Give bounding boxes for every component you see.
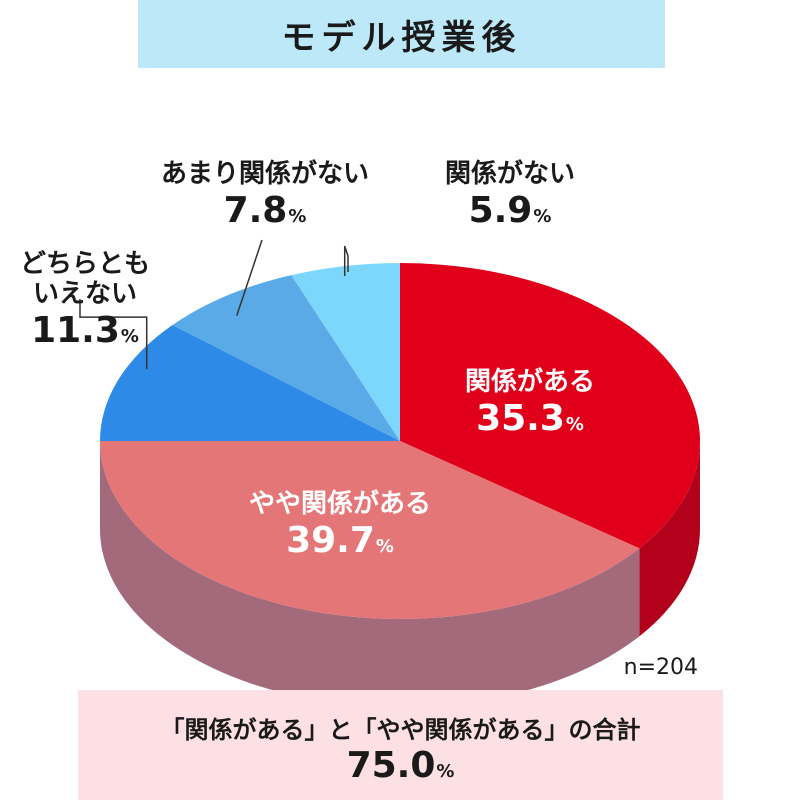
total-box: 「関係がある」と「やや関係がある」の合計 75.0% (78, 690, 723, 800)
pie-side-1 (100, 441, 640, 708)
leader-line-not-related (343, 245, 349, 277)
title-banner: モデル授業後 (138, 0, 665, 68)
sample-size-note: n=204 (623, 655, 698, 680)
pie-slice-2 (100, 324, 400, 441)
pie-slice-1 (100, 441, 640, 619)
slice-label-related: 関係がある 35.3% (464, 367, 595, 439)
pie-slice-4 (291, 263, 400, 441)
total-caption: 「関係がある」と「やや関係がある」の合計 (160, 716, 641, 744)
leader-line-not-very-related (236, 239, 263, 316)
pie-side-0 (639, 441, 700, 637)
slice-value-not-very-related: 7.8 (223, 189, 288, 231)
slice-label-neutral: どちらとも いえない 11.3% (19, 249, 150, 351)
total-value: 75.0 (346, 745, 436, 786)
pie-slice-3 (172, 275, 400, 441)
slice-label-not-related: 関係がない 5.9% (444, 159, 575, 231)
slice-value-somewhat-related: 39.7 (286, 519, 375, 561)
leader-lines (79, 239, 349, 370)
leader-line-neutral (79, 299, 148, 370)
slice-label-not-very-related: あまり関係がない 7.8% (160, 159, 369, 231)
slice-value-not-related: 5.9 (468, 189, 533, 231)
page-title: モデル授業後 (281, 17, 522, 58)
slice-value-neutral: 11.3 (31, 309, 120, 351)
slice-value-related: 35.3 (476, 397, 565, 439)
pie-slice-0 (400, 263, 701, 549)
slice-label-somewhat-related: やや関係がある 39.7% (248, 489, 431, 561)
